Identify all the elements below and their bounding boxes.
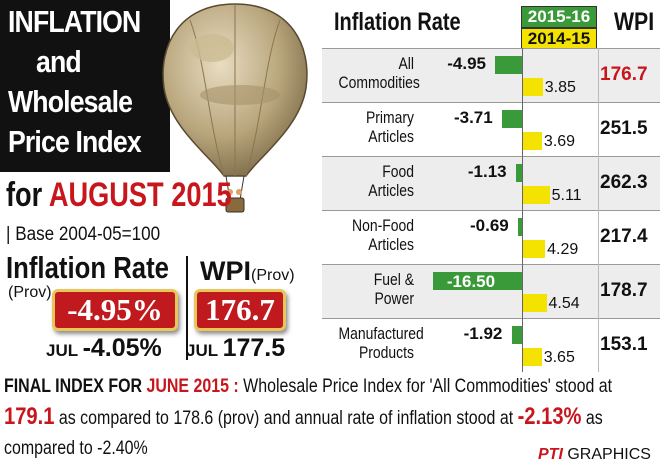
jul-label: JUL <box>46 341 79 360</box>
note-month: JUNE 2015 : <box>146 376 239 397</box>
graphics-credit: PTI GRAPHICS <box>538 446 651 464</box>
value-label-2014-15: 4.54 <box>548 295 580 312</box>
wpi-value: 178.7 <box>600 280 648 301</box>
headline-line-2: and <box>36 44 82 79</box>
table-title: Inflation Rate <box>334 8 461 36</box>
table-row <box>322 48 660 102</box>
bar-2014-15 <box>522 240 546 258</box>
category-label-line: Non-Food <box>352 216 414 235</box>
category-label-line: Primary <box>365 108 414 127</box>
jul-inflation: JUL -4.05% <box>46 334 162 363</box>
value-label-2015-16: -4.95 <box>447 54 487 73</box>
legend-2015-16: 2015-16 <box>521 6 597 28</box>
note-value-2: -2.13% <box>517 403 582 430</box>
jul-label-2: JUL <box>186 341 219 360</box>
jul-wpi: JUL 177.5 <box>186 334 285 363</box>
jul-inflation-value: -4.05% <box>82 334 162 362</box>
headline-line-4: Price Index <box>8 124 142 159</box>
note-lead: FINAL INDEX FOR <box>4 376 147 397</box>
bar-2014-15 <box>522 294 547 312</box>
inflation-table: Inflation Rate 2015-16 2014-15 WPI <box>322 0 660 372</box>
category-label-line: Commodities <box>338 73 420 92</box>
headline-line-1: INFLATION <box>8 4 141 39</box>
wpi-column-divider <box>598 48 660 372</box>
value-label-2015-16: -1.13 <box>467 162 507 181</box>
note-text-4: compared to -2.40% <box>4 438 148 459</box>
credit-agency: PTI <box>538 446 563 463</box>
wpi-value: 153.1 <box>600 334 648 355</box>
category-label-line: Articles <box>368 127 414 146</box>
note-text-1: Wholesale Price Index for 'All Commoditi… <box>238 376 613 397</box>
bar-2014-15 <box>522 78 543 96</box>
for-prefix: for <box>6 176 43 214</box>
value-label-2015-16: -1.92 <box>463 324 503 343</box>
wpi-badge: 176.7 <box>194 289 286 331</box>
category-label-line: Manufactured <box>338 324 424 343</box>
wpi-prov-note: (Prov) <box>251 267 295 284</box>
category-label: Manufactured Products <box>338 324 424 362</box>
value-label-2014-15: 3.65 <box>543 349 575 366</box>
bar-2014-15 <box>522 348 542 366</box>
zero-axis <box>522 48 523 372</box>
value-label-2014-15: 3.85 <box>544 79 576 96</box>
credit-label: GRAPHICS <box>567 446 651 463</box>
category-label-line: Power <box>374 289 414 308</box>
wpi-value: 217.4 <box>600 226 648 247</box>
category-label-line: Food <box>382 162 414 181</box>
bar-2014-15 <box>522 186 550 204</box>
table-row <box>322 156 660 210</box>
category-label: Non-Food Articles <box>339 216 414 254</box>
category-label: Primary Articles <box>339 108 414 146</box>
value-label-2014-15: 5.11 <box>551 187 582 204</box>
category-label-line: All <box>398 54 414 73</box>
bar-2015-16 <box>495 56 522 74</box>
category-label-line: Articles <box>368 181 414 200</box>
report-period: for AUGUST 2015 <box>6 176 232 215</box>
table-row <box>322 102 660 156</box>
base-year: | Base 2004-05=100 <box>6 224 161 245</box>
value-label-2015-16: -3.71 <box>453 108 493 127</box>
wpi-value: 176.7 <box>600 64 648 85</box>
wpi-label-text: WPI <box>200 256 251 286</box>
wpi-value: 262.3 <box>600 172 648 193</box>
note-text-3: as <box>581 408 603 429</box>
table-header: Inflation Rate 2015-16 2014-15 WPI <box>322 0 660 50</box>
bar-2014-15 <box>522 132 542 150</box>
bar-2015-16 <box>501 110 522 128</box>
bar-2015-16 <box>518 218 522 236</box>
headline-line-3: Wholesale <box>8 84 133 119</box>
summary-divider <box>186 256 188 360</box>
note-text-2: as compared to 178.6 (prov) and annual r… <box>54 408 518 429</box>
wpi-column-header: WPI <box>614 8 655 36</box>
inflation-rate-badge: -4.95% <box>52 289 178 331</box>
value-label-2015-16: -16.50 <box>446 272 496 291</box>
value-label-2015-16: -0.69 <box>470 216 509 235</box>
bar-2015-16 <box>432 272 522 290</box>
inflation-prov-note: (Prov) <box>8 284 52 301</box>
category-label: Fuel & Power <box>339 270 414 308</box>
category-label-line: Fuel & <box>373 270 414 289</box>
inflation-rate-label: Inflation Rate <box>6 250 169 285</box>
category-label-line: Products <box>358 343 414 362</box>
wpi-label: WPI(Prov) <box>200 256 295 287</box>
note-value-1: 179.1 <box>4 403 55 430</box>
category-label: Food Articles <box>339 162 414 200</box>
jul-wpi-value: 177.5 <box>222 334 286 362</box>
table-row <box>322 210 660 264</box>
category-label-line: Articles <box>368 235 414 254</box>
category-label: All Commodities <box>338 54 420 92</box>
headline-block: INFLATION and Wholesale Price Index <box>0 0 170 172</box>
value-label-2014-15: 4.29 <box>547 241 579 258</box>
bar-2015-16 <box>515 164 522 182</box>
report-month: AUGUST 2015 <box>48 176 232 214</box>
table-row <box>322 318 660 372</box>
wpi-value: 251.5 <box>600 118 648 139</box>
value-label-2014-15: 3.69 <box>543 133 576 150</box>
bar-2015-16 <box>511 326 522 344</box>
balloon-illustration <box>162 3 308 213</box>
legend-2014-15: 2014-15 <box>521 28 597 50</box>
final-index-note: FINAL INDEX FOR JUNE 2015 : Wholesale Pr… <box>4 372 656 464</box>
